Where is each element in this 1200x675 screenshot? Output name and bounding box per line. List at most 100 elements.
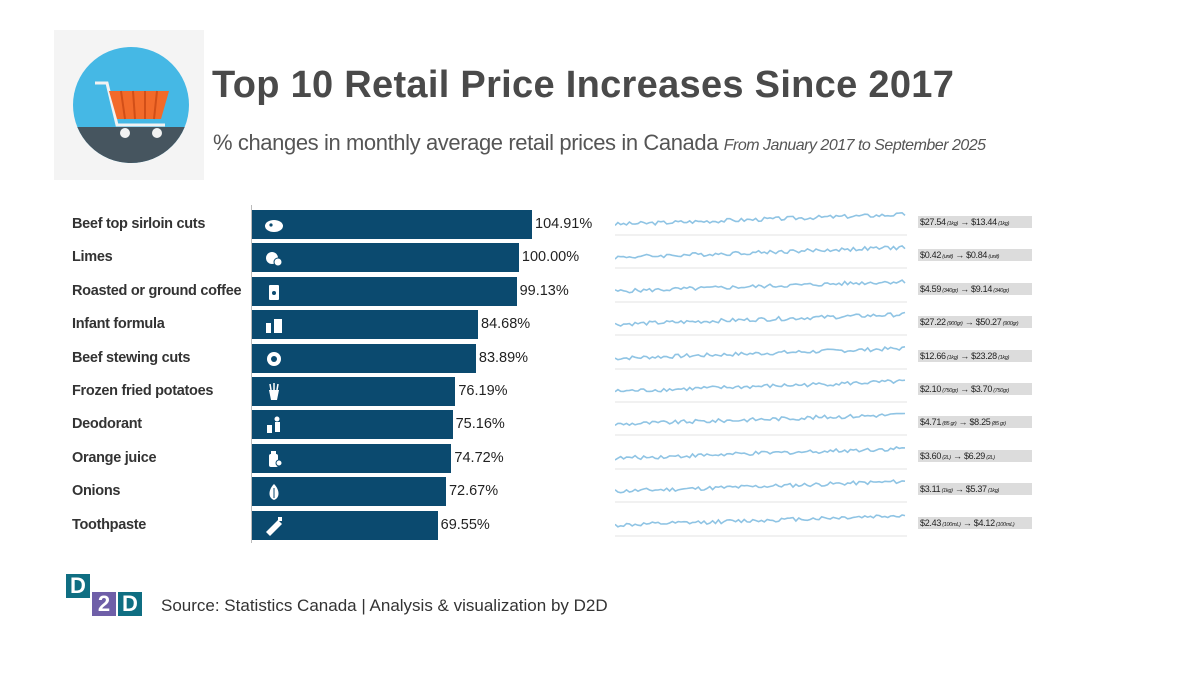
bar-value-label: 69.55% (440, 516, 490, 533)
price-from: $4.59 (920, 283, 942, 294)
price-from: $27.54 (920, 217, 946, 227)
bar-axis-line (251, 205, 252, 543)
price-from: $3.60 (920, 450, 942, 461)
price-to-unit: (2L) (984, 454, 995, 461)
row-label: Limes (72, 249, 113, 266)
bar-value-label: 74.72% (454, 449, 504, 466)
price-to-unit: (85 gr) (990, 421, 1006, 428)
sparkline-path (615, 445, 906, 461)
bar (252, 210, 532, 239)
row-label: Roasted or ground coffee (72, 282, 242, 299)
logo-letter-d2: D (118, 592, 142, 616)
price-arrow: → (958, 350, 972, 361)
price-arrow: → (957, 283, 971, 294)
chart-subtitle: % changes in monthly average retail pric… (213, 130, 986, 156)
bar (252, 343, 476, 373)
sparkline-path (615, 311, 906, 328)
bar (252, 443, 452, 473)
price-from-unit: (1kg) (945, 354, 958, 361)
price-from-unit: (1kg) (945, 221, 958, 227)
price-range-label: $27.54 (1kg) → $13.44 (1kg) (918, 216, 1032, 228)
price-arrow: → (953, 250, 967, 261)
price-from: $27.22 (920, 317, 946, 328)
logo-letter-2: 2 (92, 592, 116, 616)
price-from-unit: (750gr) (941, 388, 958, 394)
sparkline (615, 211, 907, 236)
sparkline-path (615, 479, 906, 494)
price-from-unit: (unit) (941, 254, 953, 261)
bar-value-label: 104.91% (535, 216, 593, 232)
bar-value-label: 84.68% (481, 316, 531, 333)
sparkline (615, 245, 907, 269)
price-arrow: → (960, 517, 974, 528)
bar-value-label: 100.00% (521, 249, 580, 266)
d2d-logo: D 2 D (66, 574, 142, 616)
row-label: Deodorant (72, 416, 142, 433)
price-arrow: → (956, 417, 970, 428)
price-from: $12.66 (920, 350, 946, 361)
price-to-unit: (1kg) (996, 354, 1010, 361)
price-range-label: $27.22 (900gr) → $50.27 (900gr) (918, 316, 1032, 329)
cart-graphic (95, 81, 169, 138)
lime-icon (266, 252, 283, 267)
fries-icon (269, 383, 279, 400)
price-to: $4.12 (973, 517, 995, 528)
row-label: Onions (72, 483, 121, 500)
juice-bottle-icon (269, 450, 283, 467)
price-to-unit: (340gr) (992, 287, 1009, 294)
price-from: $4.71 (920, 417, 942, 428)
price-arrow: → (958, 217, 972, 227)
sparkline-path (615, 245, 906, 261)
price-arrow: → (957, 384, 971, 394)
price-to: $8.25 (969, 417, 991, 428)
bar-value-label: 75.16% (455, 416, 505, 433)
bar-value-label: 72.67% (448, 483, 499, 500)
price-arrow: → (962, 317, 976, 328)
price-from: $3.11 (920, 484, 941, 495)
bar (252, 477, 446, 507)
bar (252, 243, 519, 273)
price-range-label: $4.59 (340gr) → $9.14 (340gr) (918, 282, 1032, 295)
price-from-unit: (1kg) (940, 488, 953, 495)
row-label: Orange juice (72, 449, 157, 466)
price-to: $13.44 (971, 217, 997, 227)
onion-icon (269, 484, 279, 501)
price-arrow: → (952, 484, 966, 495)
sparkline (615, 513, 907, 537)
price-range-label: $0.42 (unit) → $0.84 (unit) (918, 249, 1032, 262)
bar (252, 276, 517, 306)
coffee-bag-icon (269, 284, 279, 300)
price-range-label: $2.43 (100mL) → $4.12 (100mL) (918, 516, 1032, 529)
price-to-unit: (1kg) (986, 488, 1000, 495)
bar (252, 510, 438, 540)
row-label: Infant formula (72, 316, 165, 333)
sparkline-path (615, 379, 906, 393)
price-range-label: $4.71 (85 gr) → $8.25 (85 gr) (918, 416, 1032, 429)
beef-stew-icon (267, 351, 281, 366)
price-to: $3.70 (971, 384, 993, 394)
price-from-unit: (2L) (941, 454, 951, 461)
chart-title: Top 10 Retail Price Increases Since 2017 (212, 64, 955, 106)
price-to-unit: (100mL) (994, 521, 1015, 528)
toothpaste-icon (266, 516, 282, 536)
price-to-unit: (1kg) (996, 221, 1010, 227)
sparkline-path (615, 211, 906, 226)
price-range-label: $3.11 (1kg) → $5.37 (1kg) (918, 483, 1032, 496)
sparkline (615, 345, 907, 370)
price-to: $5.37 (965, 484, 987, 495)
bar (252, 310, 478, 340)
deodorant-icon (267, 416, 280, 434)
sparkline-path (615, 278, 906, 294)
bar-value-label: 99.13% (519, 282, 569, 299)
sparkline (615, 479, 907, 503)
price-from-unit: (100mL) (941, 521, 961, 528)
sparkline (615, 311, 907, 336)
price-to: $0.84 (966, 250, 988, 261)
row-label: Frozen fried potatoes (72, 383, 214, 399)
price-arrow: → (950, 450, 964, 461)
subtitle-period: From January 2017 to September 2025 (723, 137, 986, 154)
price-from-unit: (900gr) (945, 321, 963, 328)
price-to-unit: (900gr) (1001, 321, 1019, 328)
price-to: $6.29 (963, 450, 985, 461)
